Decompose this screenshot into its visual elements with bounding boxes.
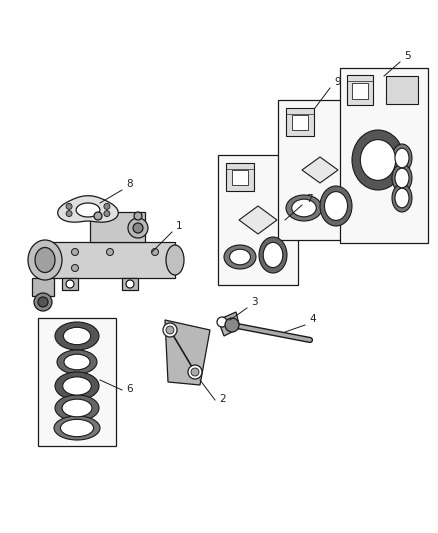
- Ellipse shape: [64, 327, 91, 345]
- Ellipse shape: [395, 188, 409, 208]
- Ellipse shape: [230, 249, 251, 265]
- Circle shape: [106, 248, 113, 255]
- Ellipse shape: [224, 245, 256, 269]
- Circle shape: [34, 293, 52, 311]
- Ellipse shape: [320, 186, 352, 226]
- Circle shape: [104, 204, 110, 209]
- Bar: [218, 155, 298, 285]
- Ellipse shape: [55, 322, 99, 350]
- Ellipse shape: [263, 243, 283, 268]
- Circle shape: [217, 317, 227, 327]
- Polygon shape: [58, 196, 118, 222]
- Ellipse shape: [62, 399, 92, 417]
- Ellipse shape: [286, 195, 322, 221]
- Bar: [32, 278, 54, 296]
- Polygon shape: [218, 312, 240, 336]
- Ellipse shape: [392, 144, 412, 172]
- Circle shape: [94, 212, 102, 220]
- Polygon shape: [239, 206, 277, 234]
- Ellipse shape: [292, 199, 316, 217]
- Ellipse shape: [55, 372, 99, 400]
- Text: 5: 5: [404, 51, 411, 61]
- Text: 8: 8: [126, 179, 133, 189]
- Ellipse shape: [60, 419, 94, 437]
- Ellipse shape: [57, 350, 97, 374]
- Circle shape: [66, 211, 72, 216]
- Ellipse shape: [64, 354, 90, 370]
- Text: 6: 6: [126, 384, 133, 394]
- Ellipse shape: [392, 164, 412, 192]
- Ellipse shape: [352, 130, 404, 190]
- Circle shape: [71, 264, 78, 271]
- Text: 7: 7: [306, 194, 313, 204]
- Bar: [340, 68, 428, 243]
- Circle shape: [126, 280, 134, 288]
- Bar: [347, 75, 373, 105]
- Bar: [386, 76, 418, 104]
- Circle shape: [38, 297, 48, 307]
- Text: 9: 9: [334, 77, 341, 87]
- Circle shape: [133, 223, 143, 233]
- Ellipse shape: [392, 184, 412, 212]
- Circle shape: [166, 326, 174, 334]
- Circle shape: [152, 248, 159, 255]
- Circle shape: [71, 248, 78, 255]
- Polygon shape: [165, 320, 210, 385]
- Polygon shape: [45, 242, 175, 278]
- Ellipse shape: [55, 395, 99, 421]
- Circle shape: [225, 318, 239, 332]
- Circle shape: [191, 368, 199, 376]
- Ellipse shape: [28, 240, 62, 280]
- Polygon shape: [302, 157, 338, 183]
- Ellipse shape: [259, 237, 287, 273]
- Circle shape: [188, 365, 202, 379]
- Bar: [232, 170, 248, 185]
- Bar: [292, 115, 308, 131]
- Ellipse shape: [166, 245, 184, 275]
- Bar: [90, 212, 145, 242]
- Bar: [226, 163, 254, 191]
- Bar: [278, 100, 363, 240]
- Bar: [122, 278, 138, 290]
- Text: 1: 1: [176, 221, 183, 231]
- Circle shape: [134, 212, 142, 220]
- Circle shape: [163, 323, 177, 337]
- Polygon shape: [76, 203, 100, 217]
- Ellipse shape: [35, 247, 55, 272]
- Bar: [38, 318, 116, 446]
- Circle shape: [128, 218, 148, 238]
- Ellipse shape: [360, 140, 396, 180]
- Text: 2: 2: [219, 394, 226, 404]
- Ellipse shape: [395, 168, 409, 188]
- Ellipse shape: [54, 416, 100, 440]
- Text: 3: 3: [251, 297, 258, 307]
- Circle shape: [66, 280, 74, 288]
- Ellipse shape: [63, 377, 91, 395]
- Bar: [286, 108, 314, 136]
- Ellipse shape: [325, 191, 347, 221]
- Circle shape: [66, 204, 72, 209]
- Circle shape: [104, 211, 110, 216]
- Text: 4: 4: [309, 314, 316, 324]
- Ellipse shape: [395, 148, 409, 168]
- Bar: [352, 83, 368, 99]
- Bar: [62, 278, 78, 290]
